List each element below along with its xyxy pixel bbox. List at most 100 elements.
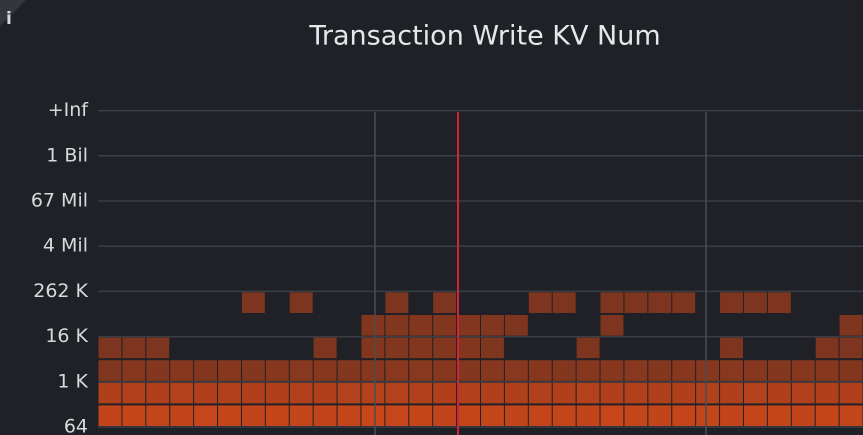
- heatmap-cell: [553, 338, 576, 359]
- heatmap-cell: [553, 157, 576, 178]
- heatmap-cell: [648, 202, 671, 223]
- heatmap-cell: [839, 360, 863, 381]
- heatmap-cell: [792, 112, 815, 133]
- heatmap-cell: [648, 112, 671, 133]
- y-tick-label: 1 K: [57, 370, 88, 392]
- heatmap-cell: [122, 292, 145, 313]
- heatmap-cell: [337, 405, 361, 426]
- heatmap-cell: [672, 134, 695, 155]
- heatmap-cell: [338, 179, 361, 200]
- heatmap-cell: [600, 382, 624, 404]
- heatmap-cell: [672, 157, 695, 178]
- heatmap-cell: [242, 112, 265, 133]
- heatmap-cell: [553, 89, 576, 110]
- heatmap-cell: [98, 405, 122, 426]
- heatmap-cell: [528, 360, 552, 381]
- heatmap-cell: [481, 360, 504, 381]
- heatmap-cell: [624, 225, 647, 246]
- heatmap-cell: [529, 157, 552, 178]
- heatmap-cell: [194, 247, 217, 268]
- heatmap-cell: [839, 405, 863, 426]
- heatmap-cell: [122, 157, 145, 178]
- heatmap-cell: [840, 225, 863, 246]
- heatmap-cell: [767, 382, 791, 404]
- heatmap-cell: [290, 89, 313, 110]
- heatmap-cell: [409, 292, 432, 313]
- heatmap-cell: [577, 134, 600, 155]
- info-corner[interactable]: [0, 0, 26, 26]
- heatmap-cell: [840, 112, 863, 133]
- heatmap-cell: [601, 157, 624, 178]
- heatmap-cell: [218, 89, 241, 110]
- heatmap-cell: [624, 360, 648, 381]
- heatmap-cell: [624, 89, 647, 110]
- heatmap-cell: [577, 270, 600, 291]
- heatmap-cell: [840, 202, 863, 223]
- heatmap-cell: [241, 360, 265, 381]
- heatmap-cell: [122, 134, 145, 155]
- heatmap-cell: [409, 89, 432, 110]
- heatmap-cell: [99, 179, 122, 200]
- heatmap-cell: [218, 202, 241, 223]
- heatmap-cell: [170, 360, 194, 381]
- heatmap-cell: [720, 247, 743, 268]
- heatmap-cell: [170, 405, 194, 426]
- heatmap-cell: [767, 360, 791, 381]
- heatmap-cell: [313, 360, 337, 381]
- y-tick-label: 262 K: [33, 280, 88, 302]
- heatmap-cell: [552, 382, 576, 404]
- heatmap-cell: [505, 179, 528, 200]
- heatmap-cell: [385, 270, 408, 291]
- heatmap-cell: [840, 89, 863, 110]
- heatmap-cell: [696, 405, 720, 426]
- heatmap-cell: [433, 405, 457, 426]
- heatmap-cell: [504, 315, 528, 336]
- heatmap-cell: [529, 202, 552, 223]
- heatmap-cell: [170, 157, 193, 178]
- heatmap-cell: [98, 360, 122, 381]
- heatmap-cell: [504, 360, 528, 381]
- heatmap-cell: [170, 315, 193, 336]
- heatmap-cell: [601, 247, 624, 268]
- y-axis: 64 1 K 16 K 262 K 4 Mil 67 Mil 1 Bil +Inf: [31, 99, 89, 435]
- heatmap-cell: [122, 405, 146, 426]
- heatmap-cell: [194, 179, 217, 200]
- heatmap-cell: [696, 225, 719, 246]
- heatmap-cell: [792, 179, 815, 200]
- heatmap-cell: [840, 157, 863, 178]
- heatmap-cell: [744, 247, 767, 268]
- heatmap-cell: [314, 247, 337, 268]
- heatmap-cell: [99, 247, 122, 268]
- heatmap-cell: [505, 112, 528, 133]
- heatmap-cell: [696, 202, 719, 223]
- heatmap-cell: [505, 134, 528, 155]
- heatmap-cell: [146, 405, 170, 426]
- heatmap-cell: [170, 134, 193, 155]
- heatmap-cell: [720, 202, 743, 223]
- heatmap-cell: [816, 157, 839, 178]
- heatmap-cell: [313, 382, 337, 404]
- heatmap-cell: [122, 270, 145, 291]
- heatmap-cell: [457, 382, 480, 404]
- heatmap-cell: [528, 382, 552, 404]
- heatmap-cell: [529, 89, 552, 110]
- heatmap-cell: [624, 292, 648, 313]
- heatmap-cell: [768, 134, 791, 155]
- heatmap-cell: [218, 292, 241, 313]
- heatmap-cell: [266, 292, 289, 313]
- heatmap-cell: [505, 292, 528, 313]
- heatmap-cell: [648, 270, 671, 291]
- heatmap-cell: [481, 405, 504, 426]
- heatmap-cell: [624, 382, 648, 404]
- heatmap-cell: [624, 202, 647, 223]
- heatmap-cell: [720, 179, 743, 200]
- heatmap-cell: [505, 338, 528, 359]
- info-icon[interactable]: i: [6, 9, 12, 29]
- heatmap-cell: [791, 360, 815, 381]
- heatmap-cell: [99, 89, 122, 110]
- heatmap-cell: [744, 225, 767, 246]
- y-tick-label: +Inf: [48, 99, 90, 121]
- heatmap-cell: [194, 292, 217, 313]
- heatmap-cell: [744, 179, 767, 200]
